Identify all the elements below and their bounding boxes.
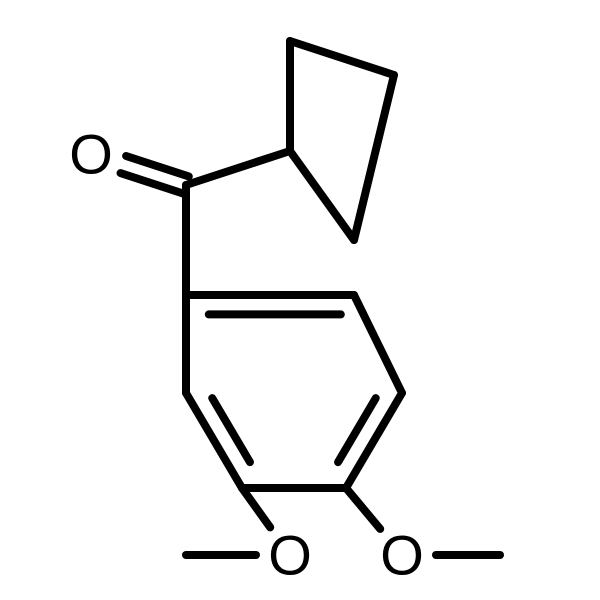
bond — [242, 488, 270, 527]
bond — [290, 41, 394, 75]
bond — [126, 156, 189, 176]
atom-label-o: O — [69, 123, 113, 186]
bond — [354, 295, 402, 393]
atom-label-o: O — [380, 524, 424, 587]
atom-label-o: O — [268, 524, 312, 587]
bond — [346, 488, 380, 529]
bond — [121, 173, 184, 193]
bond — [354, 75, 394, 240]
bond — [290, 151, 354, 240]
molecule-diagram: O O O — [0, 0, 600, 600]
bond — [186, 151, 290, 185]
